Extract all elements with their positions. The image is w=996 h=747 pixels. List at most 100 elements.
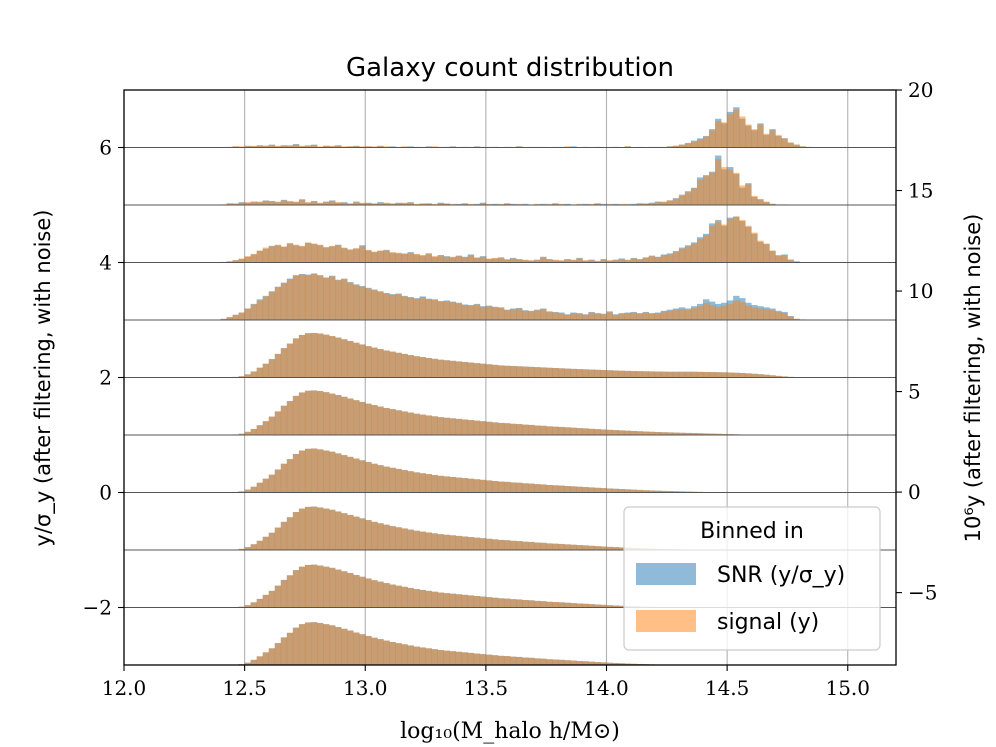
hist-bar-signal [546, 601, 553, 608]
hist-bar-signal [377, 406, 384, 435]
hist-bar-signal [473, 479, 481, 493]
hist-bar-signal [576, 313, 583, 320]
hist-bar-signal [600, 259, 607, 263]
x-tick-label: 13.5 [464, 676, 509, 700]
hist-bar-signal [250, 202, 257, 206]
hist-bar-signal [341, 628, 348, 665]
hist-bar-signal [612, 370, 619, 378]
hist-bar-signal [250, 304, 257, 320]
hist-bar-signal [485, 258, 493, 263]
hist-bar-signal [244, 431, 251, 435]
hist-bar-signal [304, 448, 312, 493]
hist-bar-signal [630, 489, 637, 493]
hist-bar-signal [660, 255, 668, 263]
hist-bar-signal [280, 579, 288, 608]
hist-bar-signal [359, 246, 366, 263]
hist-bar-signal [292, 627, 300, 666]
hist-bar-signal [564, 259, 571, 263]
hist-bar-signal [612, 547, 619, 551]
hist-bar-snr [491, 203, 499, 205]
hist-bar-signal [467, 652, 475, 665]
hist-bar-signal [684, 491, 692, 493]
hist-bar-signal [335, 453, 342, 493]
hist-bar-signal [576, 369, 583, 378]
hist-bar-signal [558, 659, 565, 665]
hist-bar-signal [371, 290, 378, 320]
hist-bar-signal [546, 203, 553, 205]
hist-bar-signal [594, 313, 601, 320]
hist-bar-signal [485, 597, 493, 608]
hist-bar-signal [564, 602, 571, 608]
hist-bar-signal [576, 486, 583, 493]
hist-bar-signal [739, 185, 746, 205]
hist-bar-signal [437, 255, 444, 263]
hist-bar-signal [383, 407, 390, 435]
hist-bar-signal [341, 396, 348, 435]
hist-bar-signal [624, 430, 631, 435]
hist-bar-signal [570, 427, 577, 435]
hist-bar-signal [516, 424, 523, 435]
hist-bar-signal [371, 637, 378, 665]
hist-bar-signal [696, 238, 704, 263]
hist-bar-signal [467, 203, 475, 205]
hist-bar-signal [341, 455, 348, 493]
hist-bar-signal [516, 259, 523, 263]
hist-bar-signal [793, 261, 800, 263]
hist-bar-signal [516, 146, 523, 148]
hist-bar-signal [250, 253, 257, 263]
hist-bar-signal [485, 203, 493, 205]
hist-bar-signal [395, 643, 402, 665]
hist-bar-signal [353, 202, 360, 206]
hist-bar-signal [335, 145, 342, 148]
hist-bar-signal [431, 146, 438, 148]
hist-bar-signal [353, 146, 360, 148]
legend-swatch-snr [636, 563, 696, 585]
hist-bar-signal [317, 146, 324, 148]
hist-bar-signal [298, 392, 306, 435]
hist-bar-signal [606, 488, 613, 493]
hist-bar-signal [395, 527, 402, 550]
hist-bar-signal [600, 488, 607, 493]
hist-bar-signal [546, 259, 553, 263]
hist-bar-signal [491, 307, 499, 320]
hist-bar-signal [274, 585, 282, 608]
hist-bar-signal [721, 372, 728, 378]
hist-bar-signal [648, 256, 656, 263]
hist-bar-signal [298, 199, 306, 205]
hist-bar-signal [540, 425, 547, 435]
hist-bar-signal [280, 463, 288, 493]
hist-bar-signal [733, 172, 740, 205]
hist-bar-signal [642, 312, 650, 320]
hist-bar-signal [377, 581, 384, 608]
hist-bar-signal [341, 247, 348, 263]
hist-bar-signal [763, 243, 770, 263]
hist-bar-signal [510, 258, 517, 263]
hist-bar-signal [503, 310, 511, 320]
hist-bar-signal [624, 370, 631, 378]
hist-bar-signal [407, 471, 414, 493]
hist-bar-signal [540, 658, 547, 665]
hist-bar-signal [304, 390, 312, 435]
hist-bar-signal [473, 596, 481, 608]
hist-bar-signal [582, 260, 589, 263]
hist-bar-signal [781, 376, 788, 378]
hist-bar-signal [262, 296, 270, 320]
hist-bar-signal [751, 129, 758, 148]
hist-bar-signal [329, 509, 336, 550]
hist-bar-signal [540, 542, 547, 550]
hist-bar-signal [678, 144, 686, 148]
hist-bar-signal [280, 405, 288, 435]
hist-bar-signal [582, 661, 589, 665]
hist-bar-signal [467, 595, 475, 608]
hist-bar-signal [473, 257, 481, 263]
hist-bar-signal [594, 546, 601, 550]
hist-bar-signal [220, 318, 227, 320]
hist-bar-signal [238, 548, 245, 550]
hist-bar-signal [371, 203, 378, 205]
hist-bar-signal [491, 364, 499, 378]
hist-bar-signal [395, 410, 402, 435]
hist-bar-signal [467, 305, 475, 321]
hist-bar-signal [437, 534, 444, 550]
hist-bar-signal [618, 430, 625, 435]
hist-bar-signal [648, 371, 656, 378]
